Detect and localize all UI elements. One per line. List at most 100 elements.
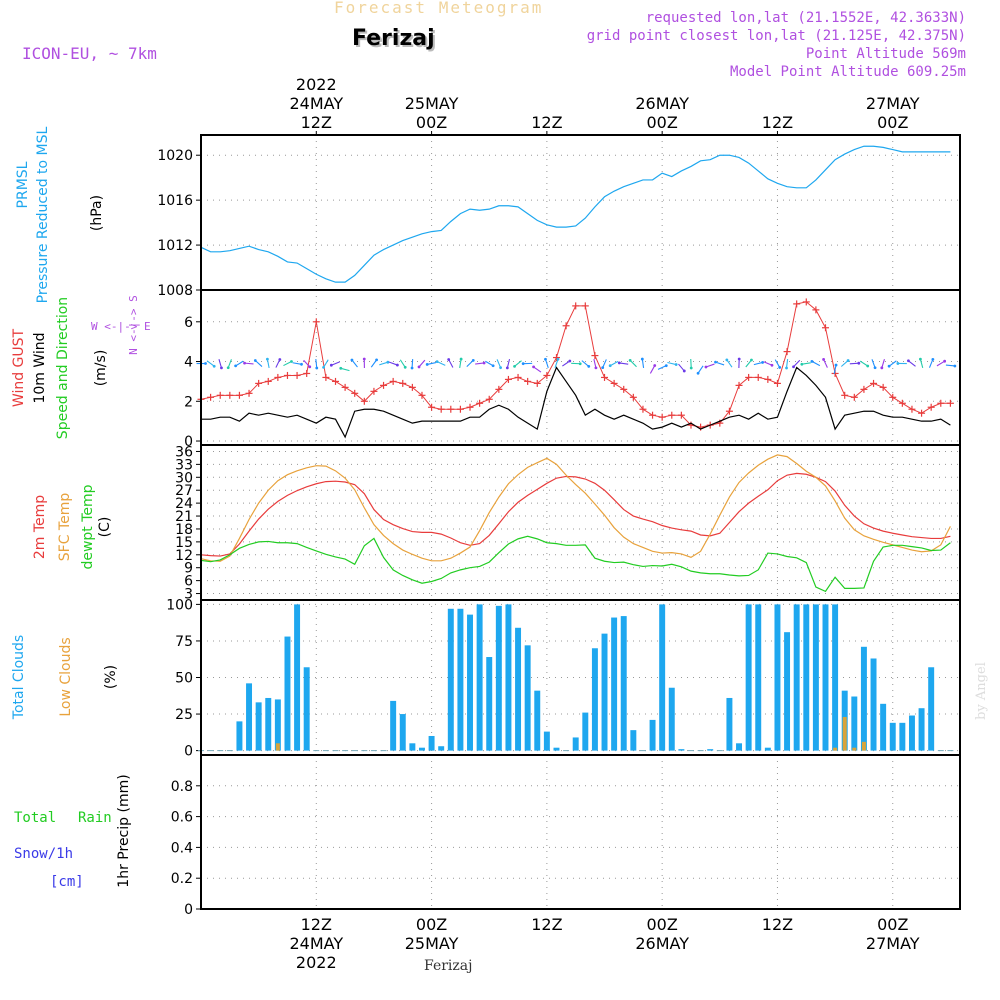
wind-gust-marker (658, 413, 666, 421)
wind-arrow-shaft (793, 359, 801, 368)
wind-arrow-head (664, 364, 668, 368)
wind-arrow-shaft (593, 359, 597, 369)
wind-direction-arrow (350, 358, 358, 368)
total-cloud-bar (582, 712, 589, 751)
wind-arrow-shaft (785, 358, 789, 369)
wind-direction-arrow (849, 361, 861, 365)
wind-gust-marker (380, 381, 388, 389)
wind-gust-marker (821, 324, 829, 332)
wind-arrow-shaft (678, 363, 685, 372)
pressure-line (200, 145, 951, 283)
top-time-label: 24MAY (289, 94, 343, 113)
total-cloud-bar (832, 604, 839, 751)
total-cloud-bar (476, 604, 483, 751)
wind-ytick-label: 2 (184, 394, 193, 410)
wind-direction-arrow (505, 359, 511, 370)
wind-arrow-head (544, 357, 547, 361)
wind-direction-arrow (774, 359, 782, 369)
precipitation-panel-frame (200, 754, 961, 910)
wind-gust-marker (927, 403, 935, 411)
wind-gust-marker (255, 379, 263, 387)
wind-arrow-shaft (928, 359, 934, 368)
bottom-time-label: 00Z (877, 915, 908, 934)
temperature-ytick-label: 36 (175, 444, 193, 460)
wind-direction-arrow (617, 361, 629, 365)
wind-arrow-head (435, 360, 439, 364)
wind-arrow-shaft (399, 359, 406, 368)
wind-arrow-head (770, 363, 774, 367)
wind-arrow-head (810, 360, 814, 363)
wind-arrow-head (278, 358, 282, 361)
wind-arrow-shaft (554, 359, 559, 368)
chart-subtitle: Forecast Meteogram (334, 0, 544, 17)
wind-arrow-shaft (609, 360, 619, 367)
total-cloud-bar (918, 708, 925, 751)
temp-dewpt-line (200, 535, 951, 593)
wind-gust-marker (533, 379, 541, 387)
wind-gust-marker (745, 373, 753, 381)
total-cloud-bar (553, 747, 560, 751)
wind-arrow-head (395, 363, 399, 367)
wind-arrow-shaft (745, 359, 752, 368)
wind-arrow-head (857, 361, 861, 365)
total-cloud-bar (274, 699, 281, 751)
wind-gust-marker (793, 300, 801, 308)
total-cloud-bar (880, 703, 887, 751)
wind-arrow-shaft (379, 361, 389, 366)
wind-direction-arrow (322, 359, 329, 369)
wind-direction-arrow (399, 359, 407, 369)
wind-arrow-shaft (436, 361, 446, 366)
wind-arrow-head (513, 364, 516, 368)
wind-arrow-shaft (919, 359, 924, 369)
total-cloud-bar (505, 604, 512, 751)
wind-arrow-head (800, 362, 804, 366)
wind-direction-arrow (696, 365, 704, 375)
wind-arrow-shaft (254, 360, 263, 367)
total-cloud-bar (524, 645, 531, 751)
wind-direction-arrow (206, 360, 216, 368)
total-cloud-bar (774, 604, 781, 751)
wind-arrow-shaft (533, 366, 542, 373)
wind-direction-arrow (283, 360, 293, 367)
total-cloud-bar (860, 646, 867, 751)
total-cloud-bar (236, 721, 243, 751)
wind-arrow-shaft (888, 360, 897, 367)
wind-direction-arrow (745, 358, 753, 368)
wind-gust-marker (889, 393, 897, 401)
wind-arrow-shaft (667, 361, 677, 366)
clouds-ytick-label: 100 (166, 597, 193, 613)
total-cloud-bar (678, 749, 685, 751)
total-cloud-bar (611, 617, 618, 751)
total-cloud-bar (659, 604, 666, 751)
wind-arrow-shaft (275, 359, 281, 368)
wind-gust-marker (303, 369, 311, 377)
wind-direction-arrow (714, 360, 725, 366)
wind-arrow-shaft (602, 359, 607, 368)
top-time-label: 12Z (301, 113, 332, 132)
wind-arrow-shaft (562, 360, 571, 367)
wind-arrow-shaft (475, 362, 485, 365)
wind-direction-arrow (544, 357, 549, 368)
pressure-panel-frame (200, 134, 961, 291)
wind-arrow-head (792, 365, 795, 369)
wind-arrow-head (220, 366, 223, 370)
wind-gust-marker (812, 306, 820, 314)
wind-arrow-head (696, 371, 700, 375)
bottom-time-label: 12Z (762, 915, 793, 934)
wind-arrow-head (308, 365, 312, 369)
wind-arrow-head (785, 366, 788, 370)
wind-arrow-head (425, 363, 429, 366)
wind-gust-marker (783, 348, 791, 356)
wind-arrow-head (674, 363, 678, 366)
wind-gust-marker (245, 389, 253, 397)
wind-gust-marker (543, 371, 551, 379)
wind-arrow-shaft (840, 360, 849, 367)
wind-direction-arrow (608, 360, 619, 368)
wind-gust-marker (725, 407, 733, 415)
wind-gust-marker (937, 399, 945, 407)
wind-arrow-head (608, 364, 612, 368)
wind-arrow-head (568, 359, 572, 363)
bottom-time-label: 00Z (647, 915, 678, 934)
wind-arrow-shaft (485, 360, 494, 367)
wind-arrow-shaft (753, 361, 763, 366)
